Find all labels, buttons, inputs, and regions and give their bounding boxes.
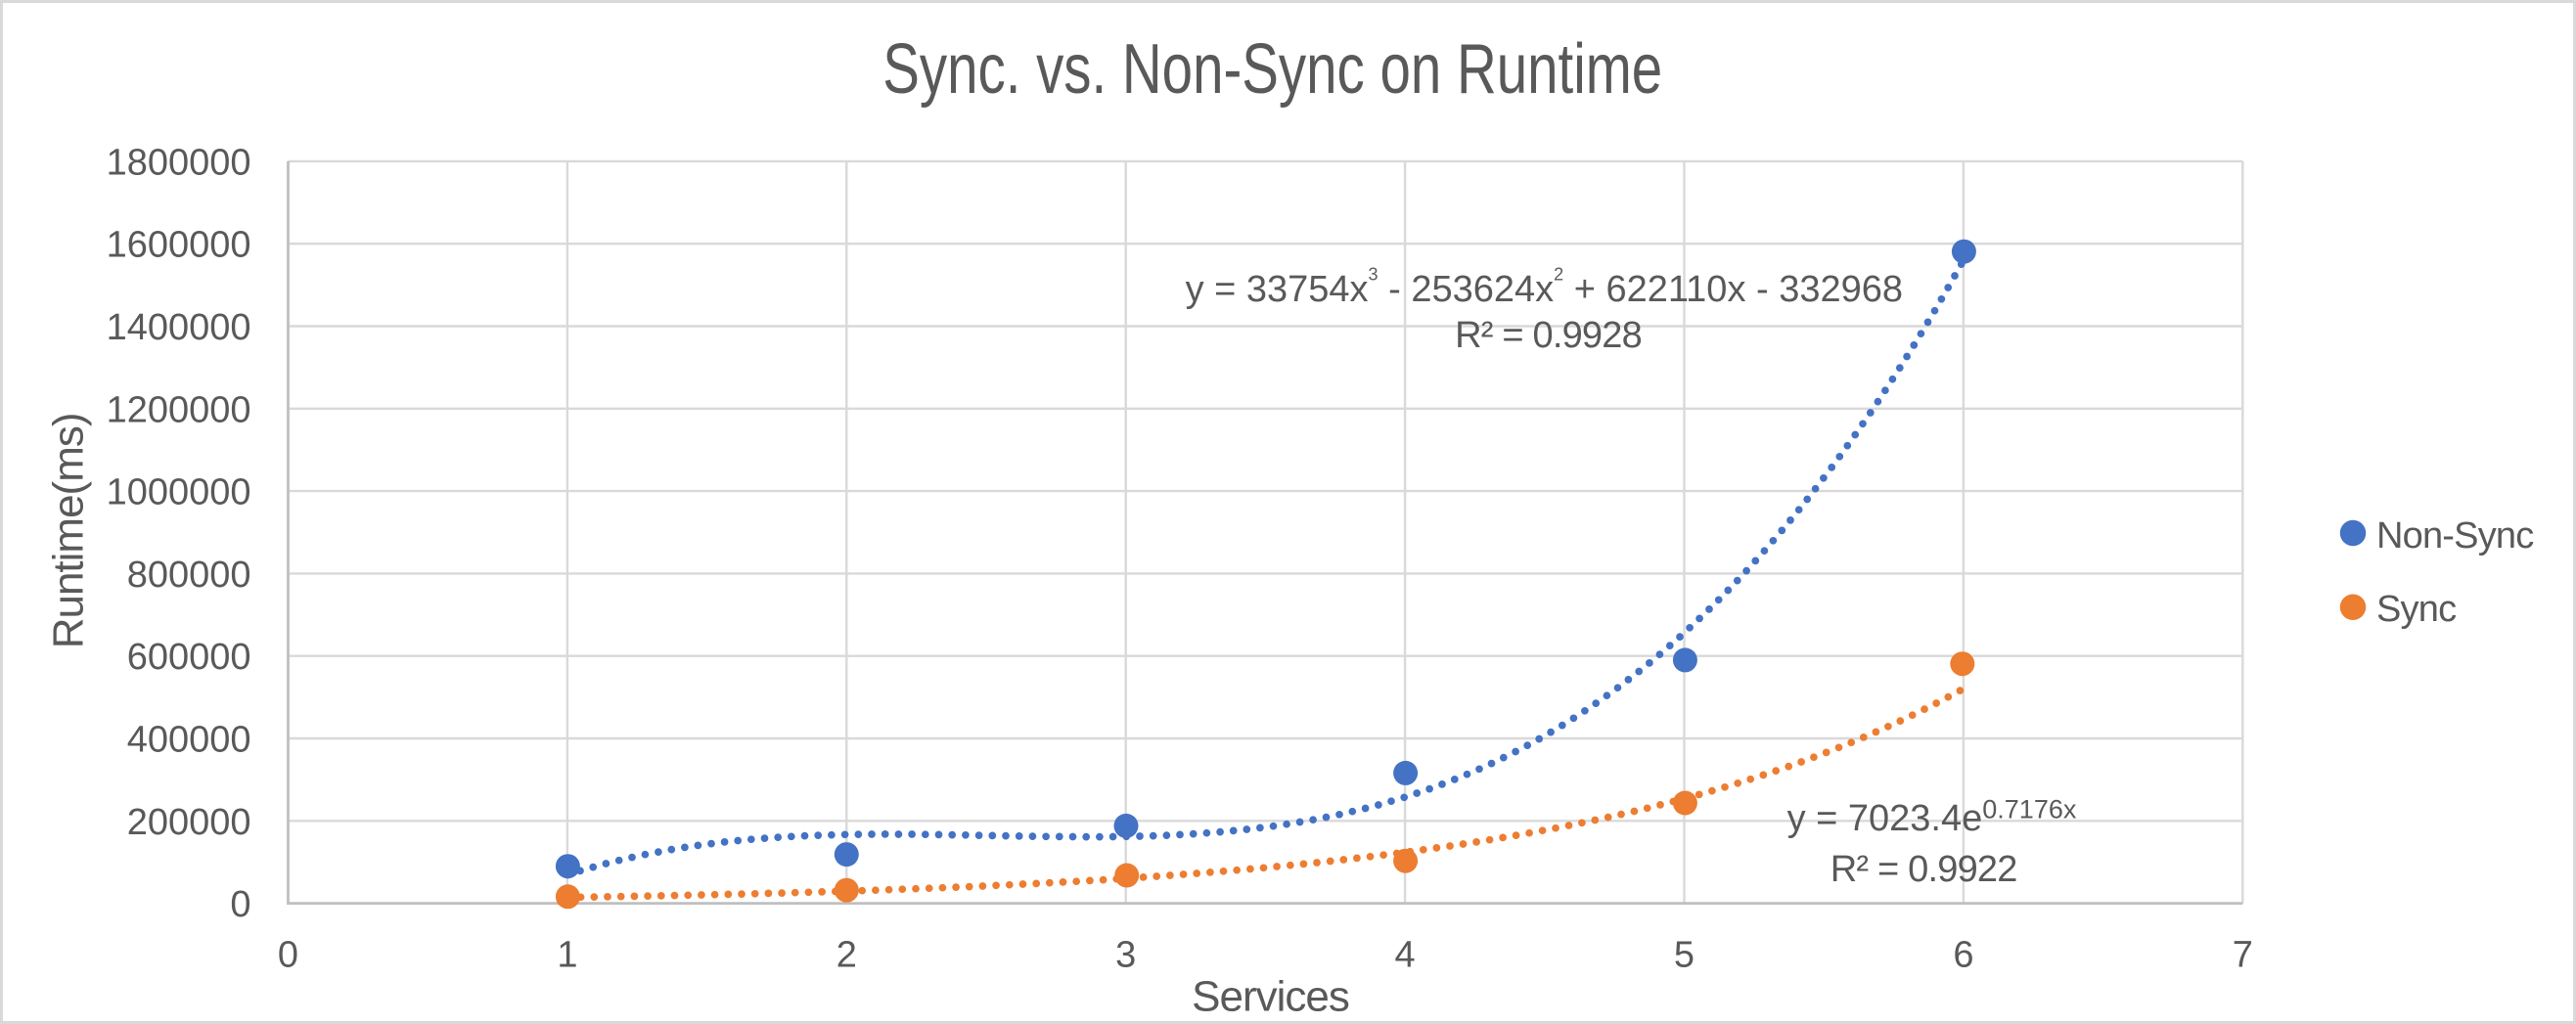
svg-text:400000: 400000 xyxy=(127,720,251,761)
svg-text:2: 2 xyxy=(836,935,857,976)
svg-text:4: 4 xyxy=(1395,935,1416,976)
svg-text:5: 5 xyxy=(1674,935,1695,976)
svg-text:Runtime(ms): Runtime(ms) xyxy=(45,414,93,649)
svg-text:1800000: 1800000 xyxy=(107,142,251,183)
svg-text:0: 0 xyxy=(278,935,298,976)
svg-text:600000: 600000 xyxy=(127,637,251,678)
svg-text:200000: 200000 xyxy=(127,802,251,843)
svg-text:R² = 0.9922: R² = 0.9922 xyxy=(1830,849,2017,890)
svg-text:3: 3 xyxy=(1115,935,1136,976)
svg-text:1600000: 1600000 xyxy=(107,225,251,266)
svg-text:Sync. vs. Non-Sync on Runtime: Sync. vs. Non-Sync on Runtime xyxy=(882,30,1662,109)
svg-text:R² = 0.9928: R² = 0.9928 xyxy=(1455,315,1642,356)
svg-text:7: 7 xyxy=(2233,935,2253,976)
svg-text:1000000: 1000000 xyxy=(107,472,251,513)
svg-text:1200000: 1200000 xyxy=(107,389,251,430)
svg-text:Non-Sync: Non-Sync xyxy=(2376,515,2533,557)
svg-text:Services: Services xyxy=(1192,972,1349,1020)
svg-text:y = 33754x3 - 253624x2 + 62211: y = 33754x3 - 253624x2 + 622110x - 33296… xyxy=(1186,264,1903,310)
svg-text:1400000: 1400000 xyxy=(107,307,251,348)
svg-text:800000: 800000 xyxy=(127,555,251,596)
svg-text:1: 1 xyxy=(557,935,577,976)
svg-text:0: 0 xyxy=(230,884,250,925)
svg-text:Sync: Sync xyxy=(2376,589,2456,630)
svg-text:6: 6 xyxy=(1953,935,1973,976)
